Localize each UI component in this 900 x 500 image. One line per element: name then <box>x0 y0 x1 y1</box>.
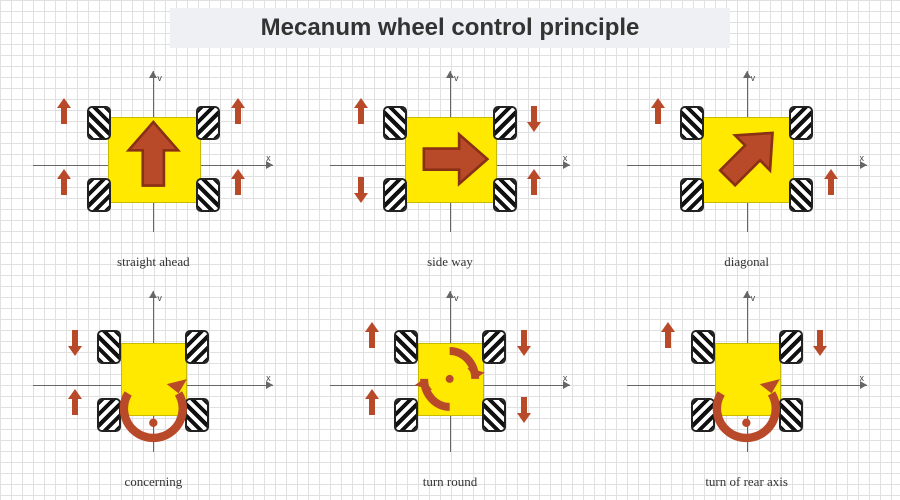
panel-caption: concerning <box>20 474 287 490</box>
wheel-arrow-RL-up <box>365 389 379 423</box>
axis-label-x: x <box>563 153 568 163</box>
panel-straight-ahead: v x straight ahead <box>20 60 287 270</box>
wheel-arrow-FR-down <box>813 322 827 356</box>
wheel-arrow-FL-up <box>354 98 368 132</box>
axis-label-x: x <box>266 153 271 163</box>
wheel-arrow-FL-up <box>661 322 675 356</box>
panel-caption: side way <box>317 254 584 270</box>
wheel-arrow-RL-up <box>57 169 71 203</box>
axis-label-x: x <box>563 373 568 383</box>
wheel-arrow-FR-down <box>527 98 541 132</box>
wheel-arrow-RR-up <box>231 169 245 203</box>
panel-concerning: v x concerning <box>20 280 287 490</box>
wheel-arrow-FR-up <box>231 98 245 132</box>
center-spin-icon <box>407 339 492 419</box>
axis-label-x: x <box>266 373 271 383</box>
axis-label-x: x <box>860 373 865 383</box>
wheel-arrow-RR-up <box>527 169 541 203</box>
axis-label-x: x <box>860 153 865 163</box>
wheel-FR <box>779 330 803 364</box>
panel-diagonal: v x diagonal <box>613 60 880 270</box>
wheel-FL <box>97 330 121 364</box>
wheel-arrow-RL-down <box>354 169 368 203</box>
center-curve-icon <box>100 364 207 448</box>
axis-label-v: v <box>157 293 162 303</box>
wheel-FL <box>691 330 715 364</box>
wheel-arrow-FL-up <box>651 98 665 132</box>
center-arrow-icon <box>100 115 207 203</box>
panel-caption: turn round <box>317 474 584 490</box>
wheel-arrow-FL-down <box>68 322 82 356</box>
panel-turn-rear: v x turn of rear axis <box>613 280 880 490</box>
panel-grid: v x straight ahead v x s <box>20 60 880 490</box>
wheel-arrow-RR-down <box>517 389 531 423</box>
panel-sideway: v x side way <box>317 60 584 270</box>
panel-caption: diagonal <box>613 254 880 270</box>
title: Mecanum wheel control principle <box>170 8 730 48</box>
center-curve-icon <box>693 364 800 448</box>
axis-label-v: v <box>454 293 459 303</box>
wheel-FR <box>185 330 209 364</box>
center-arrow-icon <box>693 115 800 203</box>
panel-turn-round: v x turn round <box>317 280 584 490</box>
axis-label-v: v <box>751 73 756 83</box>
wheel-arrow-RR-up <box>824 169 838 203</box>
wheel-arrow-FL-up <box>365 322 379 356</box>
axis-label-v: v <box>751 293 756 303</box>
wheel-arrow-FR-down <box>517 322 531 356</box>
axis-label-v: v <box>454 73 459 83</box>
center-arrow-icon <box>397 115 504 203</box>
panel-caption: turn of rear axis <box>613 474 880 490</box>
axis-label-v: v <box>157 73 162 83</box>
panel-caption: straight ahead <box>20 254 287 270</box>
wheel-arrow-FL-up <box>57 98 71 132</box>
wheel-arrow-RL-up <box>68 389 82 423</box>
diagram-canvas: Mecanum wheel control principle v x stra… <box>0 0 900 500</box>
